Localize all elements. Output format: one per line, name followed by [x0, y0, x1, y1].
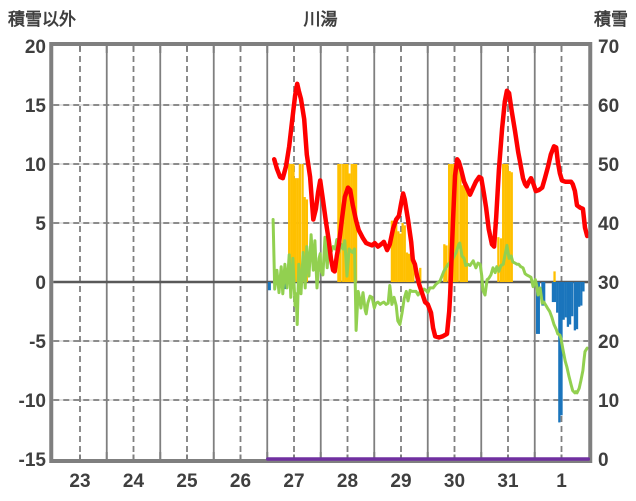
right-axis-tick-label: 60 — [598, 96, 619, 117]
orange-bars-bar — [419, 267, 422, 282]
orange-bars-bar — [553, 271, 556, 282]
x-axis-tick-label: 23 — [69, 471, 90, 492]
blue-bars-bar — [566, 282, 570, 327]
orange-bars-bar — [510, 172, 513, 282]
blue-bars-bar — [535, 282, 540, 334]
orange-bars-bar — [290, 164, 293, 282]
orange-bars-bar — [352, 164, 356, 282]
left-axis-tick-label: -5 — [29, 332, 46, 353]
x-axis-tick-label: 31 — [497, 471, 519, 492]
x-axis-tick-label: 24 — [123, 471, 145, 492]
blue-bars-bar — [564, 282, 567, 318]
orange-bars-bar — [392, 220, 396, 282]
blue-bars-bar — [553, 282, 557, 303]
orange-bars-bar — [407, 253, 411, 282]
orange-bars-bar — [508, 171, 511, 282]
x-axis-tick-label: 26 — [230, 471, 251, 492]
orange-bars-bar — [497, 237, 500, 282]
left-axis-tick-label: 15 — [25, 96, 47, 117]
orange-bars-bar — [456, 164, 459, 282]
orange-bars-bar — [401, 223, 404, 282]
orange-bars-bar — [305, 199, 308, 282]
blue-bars-bar — [582, 282, 585, 292]
orange-bars-bar — [301, 164, 304, 282]
blue-bars-bar — [580, 282, 583, 306]
blue-bars-bar — [562, 282, 565, 320]
blue-bars-bar — [568, 282, 572, 325]
x-axis-tick-label: 29 — [390, 471, 411, 492]
blue-bars-bar — [578, 282, 581, 307]
orange-bars-bar — [390, 220, 394, 282]
plot-frame — [49, 42, 593, 463]
orange-bars-bar — [412, 254, 415, 282]
orange-bars-bar — [454, 164, 457, 282]
orange-bars-bar — [337, 164, 340, 282]
orange-bars-bar — [288, 164, 291, 282]
blue-bars-bar — [571, 282, 574, 317]
blue-bars-bar — [267, 282, 271, 291]
blue-bars-bar — [558, 282, 561, 423]
x-axis-tick-label: 28 — [337, 471, 358, 492]
blue-bars-bar — [541, 282, 546, 306]
right-axis-tick-label: 0 — [598, 450, 609, 471]
orange-bars-bar — [399, 233, 402, 282]
x-axis-tick-label: 1 — [556, 471, 567, 492]
orange-bars-bar — [303, 197, 306, 282]
right-axis-tick-label: 20 — [598, 332, 619, 353]
orange-bars-bar — [499, 238, 503, 282]
blue-bars-bar — [575, 282, 579, 330]
right-axis-tick-label: 50 — [598, 155, 619, 176]
orange-bars-bar — [405, 252, 409, 282]
x-axis-tick-label: 27 — [283, 471, 304, 492]
left-axis-tick-label: 20 — [25, 37, 46, 58]
orange-bars-bar — [298, 164, 302, 282]
orange-bars-bar — [344, 164, 347, 282]
orange-bars-bar — [504, 164, 507, 282]
orange-bars-bar — [445, 245, 448, 282]
orange-bars-bar — [395, 223, 398, 282]
orange-bars-bar — [348, 173, 351, 282]
left-axis-tick-label: 0 — [35, 273, 46, 294]
orange-bars-bar — [459, 164, 462, 282]
orange-bars-bar — [463, 186, 466, 282]
orange-bars-bar — [410, 254, 413, 282]
right-axis-tick-label: 40 — [598, 214, 619, 235]
right-axis-tick-label: 10 — [598, 391, 619, 412]
orange-bars-bar — [502, 164, 505, 282]
x-axis-tick-label: 30 — [444, 471, 465, 492]
right-axis-tick-label: 30 — [598, 273, 619, 294]
blue-bars-bar — [556, 282, 559, 313]
left-axis-tick-label: 10 — [25, 155, 46, 176]
right-axis-title: 積雪 — [594, 10, 628, 29]
left-axis-tick-label: -10 — [19, 391, 46, 412]
orange-bars-bar — [443, 244, 446, 282]
chart-title: 川湯 — [303, 10, 338, 29]
blue-bars-bar — [573, 282, 577, 331]
left-axis-tick-label: -15 — [19, 450, 47, 471]
blue-bars-bar — [551, 282, 555, 303]
left-axis-title: 積雪以外 — [8, 10, 76, 29]
orange-bars-bar — [294, 178, 297, 282]
orange-bars-bar — [461, 185, 464, 282]
orange-bars-bar — [448, 164, 451, 282]
orange-bars-bar — [350, 164, 353, 282]
orange-bars-bar — [292, 164, 295, 282]
orange-bars-bar — [465, 187, 468, 282]
orange-bars-bar — [506, 164, 509, 282]
orange-bars-bar — [346, 164, 349, 282]
orange-bars-bar — [296, 178, 299, 282]
orange-bars-bar — [403, 225, 406, 282]
orange-bars-bar — [397, 231, 400, 282]
x-axis-tick-label: 25 — [176, 471, 198, 492]
left-axis-tick-label: 5 — [35, 214, 46, 235]
red-line — [271, 81, 590, 340]
right-axis-tick-label: 70 — [598, 37, 619, 58]
